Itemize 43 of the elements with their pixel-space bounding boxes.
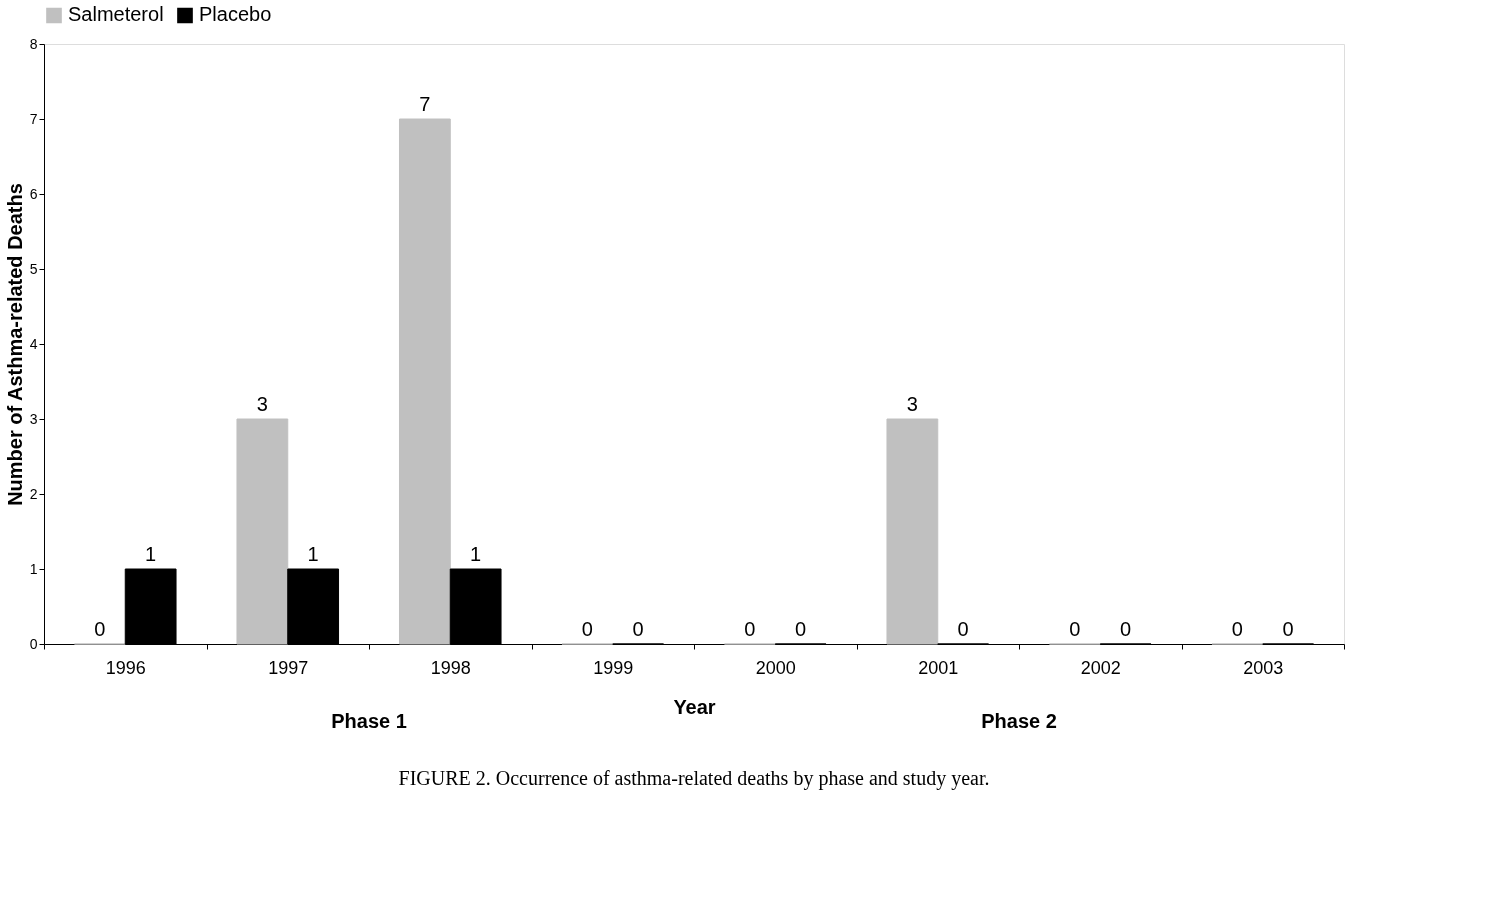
y-tick-label: 2 (29, 485, 38, 502)
legend-label: Placebo (199, 3, 272, 26)
data-label: 3 (906, 393, 918, 415)
y-tick-label: 1 (29, 560, 38, 577)
y-tick-label: 8 (29, 35, 38, 52)
x-tick-label: 2002 (1080, 657, 1121, 678)
data-label: 1 (145, 543, 157, 565)
data-label: 7 (419, 93, 431, 115)
x-tick-label: 1997 (268, 657, 309, 678)
y-tick-label: 6 (29, 185, 38, 202)
data-label: 0 (744, 618, 756, 640)
x-tick-label: 1996 (105, 657, 146, 678)
text: Phase 1 (331, 710, 407, 732)
x-tick-label: 2000 (755, 657, 796, 678)
bar (886, 418, 939, 645)
data-label: 1 (307, 543, 319, 565)
y-tick-label: 4 (29, 335, 38, 352)
y-tick-label: 3 (29, 410, 38, 427)
x-tick-label: 1999 (593, 657, 634, 678)
data-label: 0 (94, 618, 106, 640)
bar (398, 118, 451, 645)
data-label: 3 (256, 393, 268, 415)
x-tick-label: 2001 (918, 657, 959, 678)
data-label: 1 (470, 543, 482, 565)
x-tick-label: 2003 (1243, 657, 1284, 678)
bar (236, 418, 289, 645)
data-label: 0 (632, 618, 644, 640)
data-label: 0 (1282, 618, 1294, 640)
legend-label: Salmeterol (68, 3, 164, 26)
data-label: 0 (795, 618, 807, 640)
y-axis-title: Number of Asthma-related Deaths (3, 183, 26, 506)
data-label: 0 (957, 618, 969, 640)
data-label: 0 (581, 618, 593, 640)
x-axis-title: Year (673, 695, 716, 718)
x-tick-label: 1998 (430, 657, 471, 678)
text: Phase 2 (981, 710, 1057, 732)
data-label: 0 (1120, 618, 1132, 640)
y-tick-label: 5 (29, 260, 38, 277)
y-tick-label: 0 (29, 635, 38, 652)
y-tick-label: 7 (29, 110, 38, 127)
caption: FIGURE 2. Occurrence of asthma-related deaths by phase and study year. (398, 767, 990, 790)
data-label: 0 (1231, 618, 1243, 640)
data-label: 0 (1069, 618, 1081, 640)
